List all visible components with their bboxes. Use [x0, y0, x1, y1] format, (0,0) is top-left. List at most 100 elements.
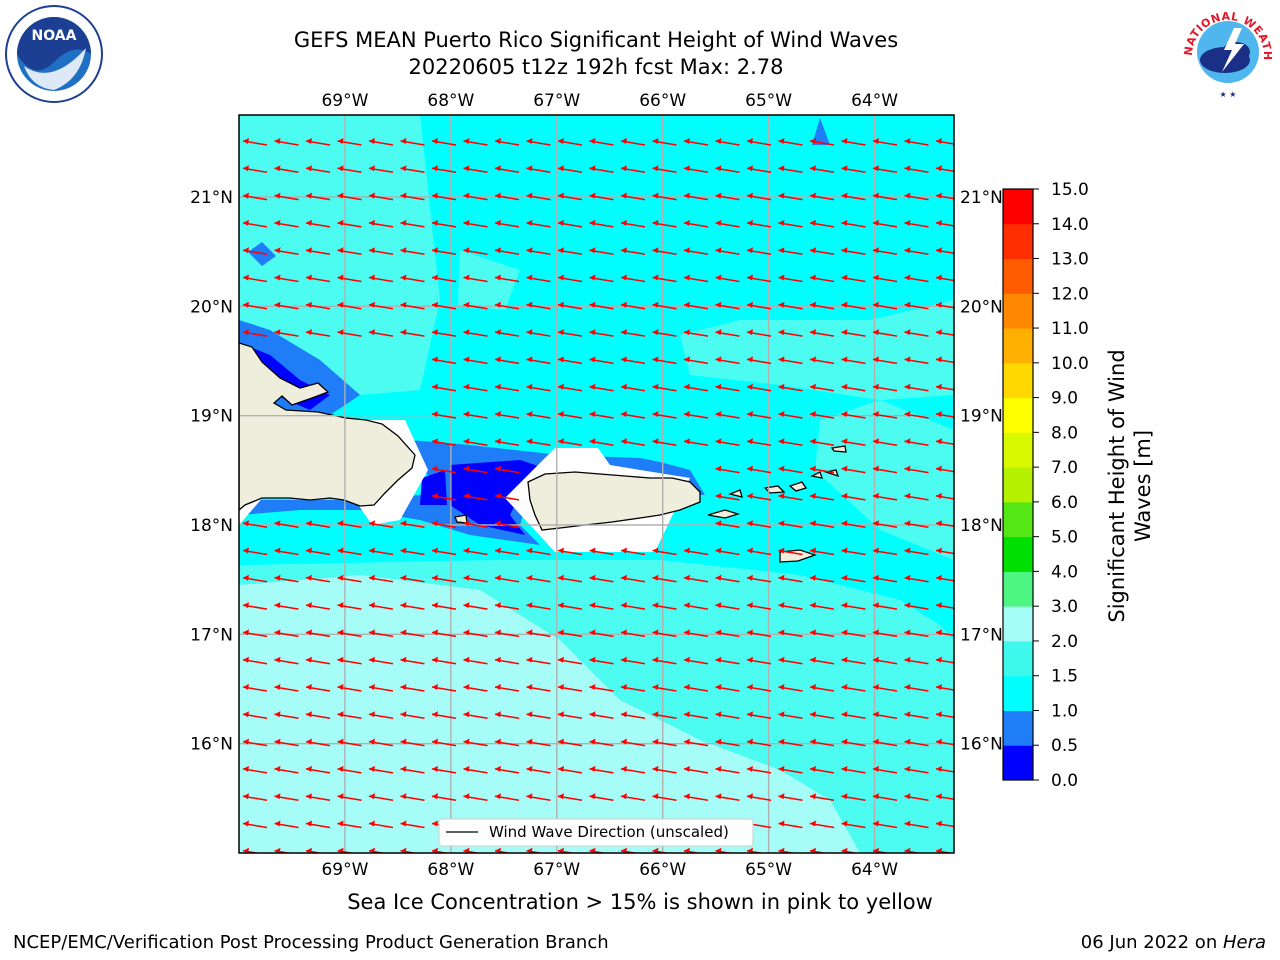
- direction-arrow: [431, 219, 457, 228]
- direction-arrow: [242, 247, 268, 255]
- direction-arrow: [526, 219, 551, 228]
- direction-arrow: [935, 574, 954, 582]
- direction-arrow: [242, 684, 268, 692]
- direction-arrow: [368, 520, 394, 528]
- direction-arrow: [526, 301, 551, 310]
- direction-arrow: [431, 629, 457, 638]
- direction-arrow: [904, 383, 929, 392]
- direction-arrow: [683, 329, 709, 337]
- direction-arrow: [589, 383, 614, 392]
- colorbar-tick-label: 2.0: [1051, 632, 1078, 652]
- direction-arrow: [242, 329, 268, 337]
- direction-arrow: [935, 383, 954, 391]
- direction-arrow: [274, 574, 299, 583]
- svg-text:★ ★: ★ ★: [1220, 90, 1237, 99]
- direction-arrow: [494, 793, 520, 801]
- direction-arrow: [809, 438, 835, 447]
- direction-arrow: [463, 192, 488, 201]
- lat-labels-left: 21°N 20°N 19°N 18°N 17°N 16°N: [190, 188, 233, 755]
- direction-arrow: [242, 793, 268, 801]
- direction-arrow: [904, 765, 929, 774]
- direction-arrow: [746, 574, 772, 583]
- direction-arrow: [431, 492, 457, 501]
- direction-arrow: [368, 274, 394, 283]
- direction-arrow: [652, 301, 677, 310]
- direction-arrow: [431, 574, 457, 583]
- direction-arrow: [778, 520, 803, 528]
- lat-tick-label: 16°N: [190, 735, 233, 755]
- direction-arrow: [494, 247, 520, 255]
- direction-arrow: [683, 711, 709, 720]
- direction-arrow: [746, 656, 772, 665]
- direction-arrow: [746, 492, 772, 501]
- direction-arrow: [683, 547, 709, 556]
- direction-arrow: [494, 711, 520, 720]
- direction-arrow: [368, 138, 394, 146]
- direction-arrow: [495, 875, 519, 882]
- direction-arrow: [557, 711, 583, 720]
- lon-tick-label: 69°W: [321, 860, 368, 880]
- direction-arrow: [557, 274, 583, 283]
- direction-arrow: [872, 793, 898, 801]
- direction-arrow: [589, 219, 614, 228]
- direction-arrow: [463, 629, 488, 638]
- direction-arrow: [778, 411, 803, 419]
- direction-arrow: [337, 329, 362, 337]
- direction-arrow: [620, 711, 646, 720]
- direction-arrow: [778, 656, 803, 665]
- direction-arrow: [778, 138, 803, 146]
- colorbar-segment: [1003, 571, 1033, 607]
- direction-arrow: [400, 247, 425, 255]
- direction-arrow: [809, 165, 835, 174]
- direction-arrow: [431, 301, 457, 310]
- direction-arrow: [400, 301, 425, 310]
- direction-arrow: [526, 711, 551, 720]
- direction-arrow: [526, 411, 551, 419]
- direction-arrow: [274, 329, 299, 337]
- direction-arrow: [337, 765, 362, 774]
- lon-tick-label: 65°W: [745, 860, 792, 880]
- direction-arrow: [305, 274, 331, 283]
- direction-arrow: [778, 247, 803, 255]
- direction-arrow: [778, 574, 803, 583]
- lat-tick-label: 19°N: [960, 407, 1003, 427]
- direction-arrow: [652, 411, 677, 419]
- direction-arrow: [274, 793, 299, 801]
- direction-arrow: [526, 438, 551, 447]
- direction-arrow: [715, 165, 740, 174]
- direction-arrow: [809, 711, 835, 720]
- direction-arrow: [872, 192, 898, 201]
- direction-arrow: [809, 192, 835, 201]
- direction-arrow: [494, 574, 520, 583]
- colorbar-segment: [1003, 258, 1033, 294]
- direction-arrow: [463, 520, 488, 528]
- direction-arrow: [494, 301, 520, 310]
- direction-arrow: [809, 793, 835, 801]
- direction-arrow: [494, 465, 520, 474]
- colorbar-tick-label: 6.0: [1051, 493, 1078, 513]
- colorbar-tick-label: 3.0: [1051, 597, 1078, 617]
- direction-arrow: [589, 301, 614, 310]
- direction-arrow: [715, 684, 740, 692]
- direction-arrow: [841, 383, 866, 392]
- direction-arrow: [337, 138, 362, 146]
- direction-arrow: [652, 192, 677, 201]
- direction-arrow: [274, 738, 299, 747]
- direction-arrow: [431, 165, 457, 174]
- direction-arrow: [904, 820, 929, 829]
- direction-arrow: [935, 656, 954, 664]
- lon-tick-label: 66°W: [639, 860, 686, 880]
- direction-arrow: [778, 684, 803, 692]
- direction-arrow: [431, 547, 457, 556]
- direction-arrow: [400, 219, 425, 228]
- direction-arrow: [337, 684, 362, 692]
- direction-arrow: [337, 793, 362, 801]
- direction-arrow: [494, 329, 520, 337]
- direction-arrow: [935, 247, 954, 254]
- direction-arrow: [431, 711, 457, 720]
- direction-arrow: [904, 274, 929, 283]
- map-legend: Wind Wave Direction (unscaled): [438, 818, 754, 847]
- direction-arrow: [620, 684, 646, 692]
- direction-arrow: [557, 684, 583, 692]
- lon-tick-label: 64°W: [851, 860, 898, 880]
